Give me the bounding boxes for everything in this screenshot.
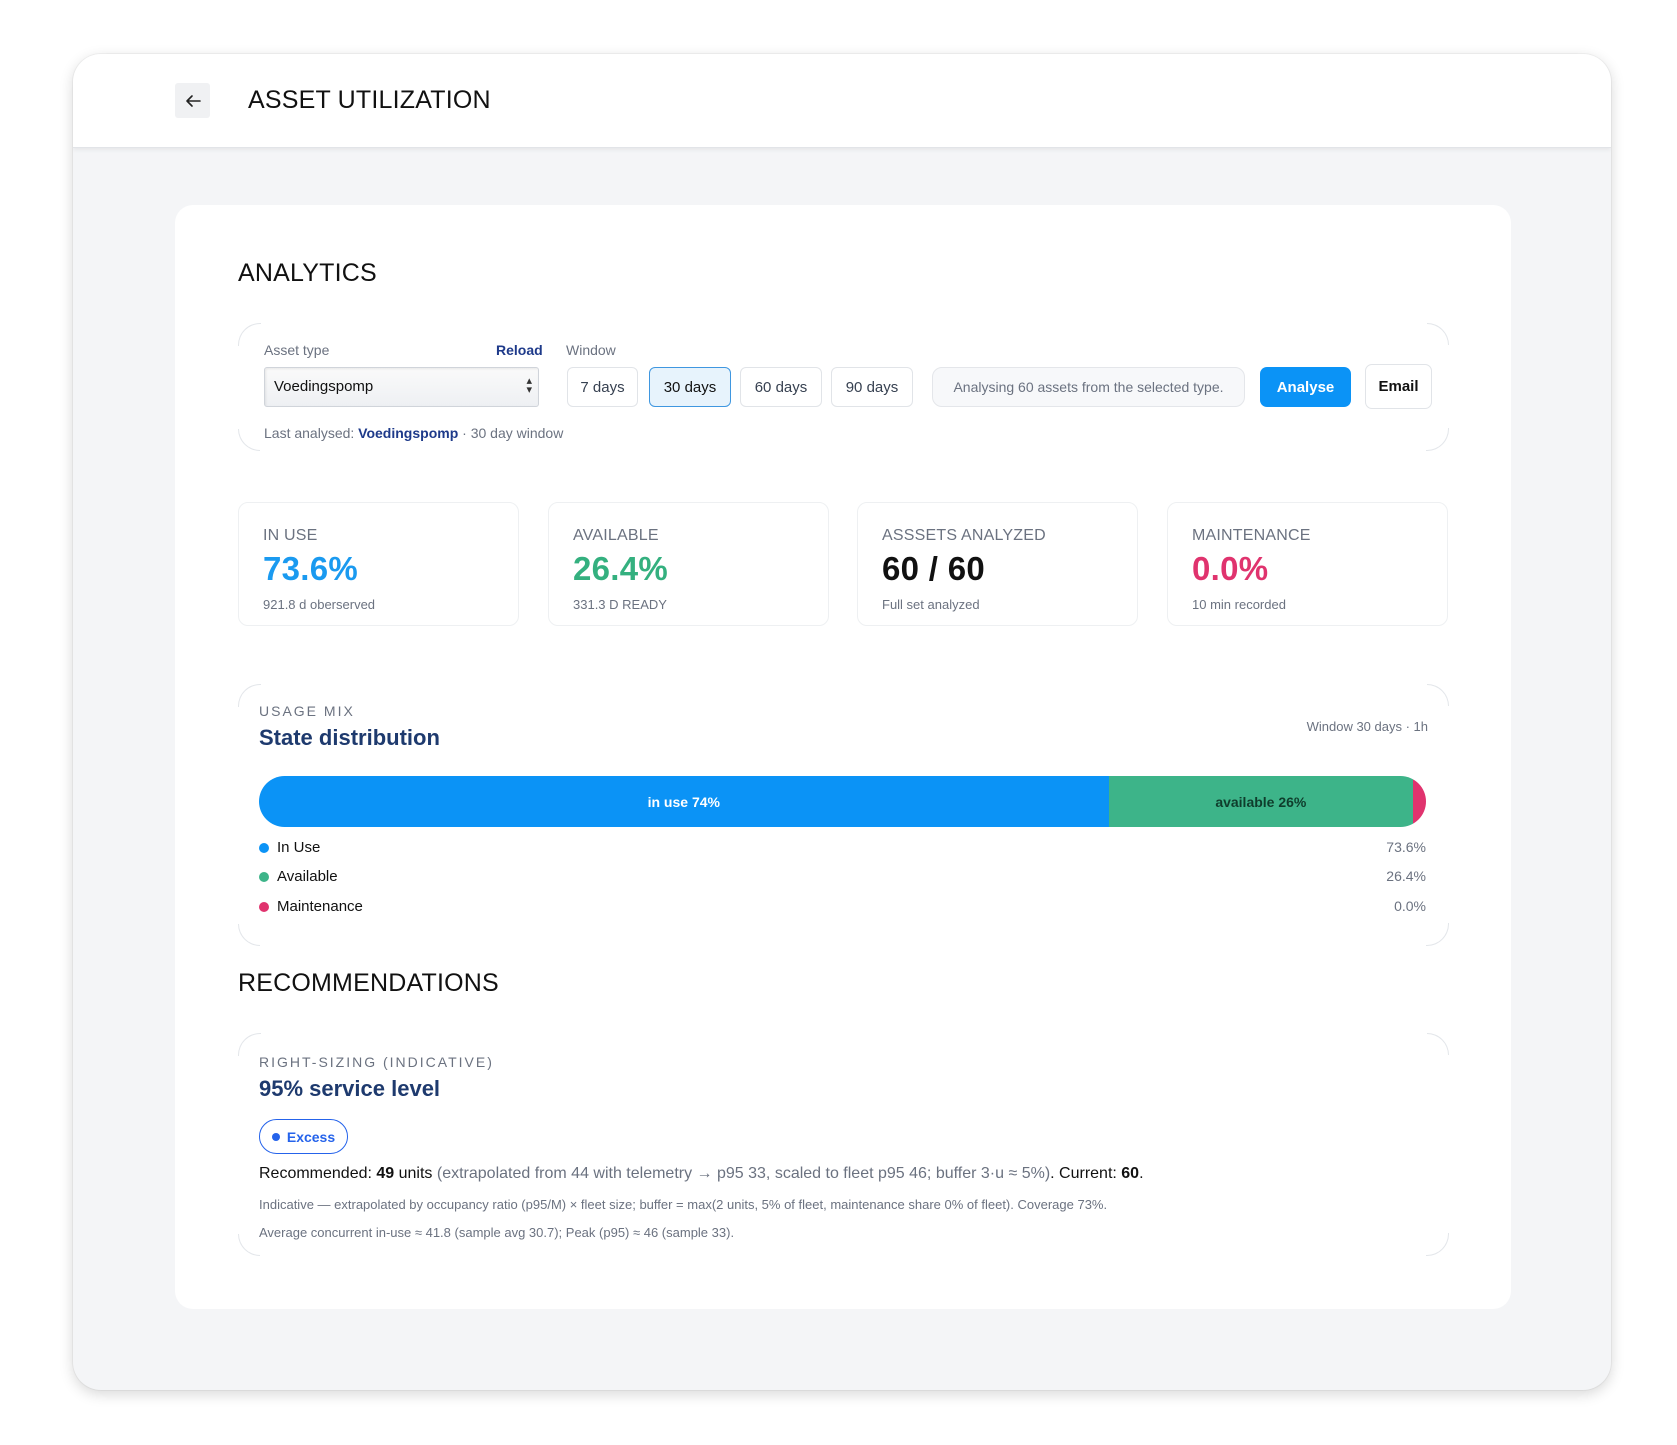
page-title: ASSET UTILIZATION — [248, 86, 491, 114]
window-7-days-button[interactable]: 7 days — [567, 367, 638, 407]
excess-badge: Excess — [259, 1119, 348, 1154]
stat-label: IN USE — [263, 527, 318, 544]
recommendation-note: Indicative — extrapolated by occupancy r… — [259, 1197, 1108, 1212]
asset-type-value: Voedingspomp — [274, 378, 374, 395]
back-button[interactable] — [175, 83, 210, 118]
legend-value: 26.4% — [1386, 868, 1426, 884]
legend-item-available: Available 26.4% — [259, 867, 1426, 887]
legend-label: Available — [277, 868, 338, 885]
window-note: Window 30 days · 1h — [1306, 719, 1428, 734]
stat-assets-analyzed: ASSSETS ANALYZED 60 / 60 Full set analyz… — [857, 502, 1138, 626]
asset-type-label: Asset type — [264, 342, 330, 358]
legend-item-in-use: In Use 73.6% — [259, 838, 1426, 858]
recommendation-card: RIGHT-SIZING (INDICATIVE) 95% service le… — [238, 1033, 1449, 1256]
controls-card: Asset type Reload Voedingspomp ▴ ▾ Window… — [238, 323, 1449, 451]
asset-type-select[interactable]: Voedingspomp ▴ ▾ — [264, 367, 539, 407]
distribution-segment-0: in use 74% — [259, 776, 1109, 827]
analysis-info-pill: Analysing 60 assets from the selected ty… — [932, 367, 1245, 407]
window-30-days-button[interactable]: 30 days — [649, 367, 731, 407]
stat-available: AVAILABLE 26.4% 331.3 D READY — [548, 502, 829, 626]
reload-link[interactable]: Reload — [496, 342, 543, 358]
stat-value: 26.4% — [573, 550, 669, 587]
current-value: 60 — [1121, 1165, 1140, 1182]
distribution-segment-2 — [1413, 776, 1426, 827]
right-sizing-eyebrow: RIGHT-SIZING (INDICATIVE) — [259, 1054, 494, 1070]
legend-label: In Use — [277, 839, 321, 856]
content-panel: ANALYTICS Asset type Reload Voedingspomp… — [175, 205, 1511, 1309]
badge-dot-icon — [271, 1132, 280, 1141]
stat-subtext: 10 min recorded — [1192, 597, 1286, 612]
stat-value: 60 / 60 — [882, 550, 986, 587]
distribution-segment-1: available 26% — [1108, 776, 1414, 827]
usage-mix-card: USAGE MIX State distribution Window 30 d… — [238, 684, 1449, 946]
recommendation-note-averages: Average concurrent in-use ≈ 41.8 (sample… — [259, 1225, 735, 1240]
window-60-days-button[interactable]: 60 days — [740, 367, 822, 407]
legend-dot — [259, 843, 269, 853]
stat-subtext: 331.3 D READY — [573, 597, 667, 612]
stat-in-use: IN USE 73.6% 921.8 d oberserved — [238, 502, 519, 626]
top-bar: ASSET UTILIZATION — [73, 54, 1611, 148]
service-level-heading: 95% service level — [259, 1076, 441, 1101]
stat-subtext: 921.8 d oberserved — [263, 597, 376, 612]
legend-item-maintenance: Maintenance 0.0% — [259, 897, 1426, 917]
stat-label: ASSSETS ANALYZED — [882, 527, 1046, 544]
arrow-left-icon — [185, 94, 201, 107]
recommendations-title: RECOMMENDATIONS — [238, 969, 499, 997]
legend-dot — [259, 872, 269, 882]
stat-value: 73.6% — [263, 550, 359, 587]
stat-maintenance: MAINTENANCE 0.0% 10 min recorded — [1167, 502, 1448, 626]
stat-subtext: Full set analyzed — [882, 597, 980, 612]
usage-mix-eyebrow: USAGE MIX — [259, 703, 355, 719]
app-window: ASSET UTILIZATION ANALYTICS Asset type R… — [73, 54, 1611, 1390]
stat-label: AVAILABLE — [573, 527, 659, 544]
legend-label: Maintenance — [277, 898, 363, 915]
stat-label: MAINTENANCE — [1192, 527, 1311, 544]
recommendation-line: Recommended: 49 units (extrapolated from… — [259, 1165, 1144, 1182]
window-label: Window — [566, 342, 616, 358]
badge-label: Excess — [286, 1128, 336, 1145]
legend-dot — [259, 902, 269, 912]
recommended-value: 49 — [376, 1165, 395, 1182]
analyse-button[interactable]: Analyse — [1260, 367, 1351, 407]
legend-value: 73.6% — [1386, 839, 1426, 855]
state-distribution-bar: in use 74% available 26% — [259, 776, 1426, 827]
select-caret-icon: ▴ ▾ — [526, 375, 532, 396]
email-button[interactable]: Email — [1365, 364, 1432, 409]
stat-value: 0.0% — [1192, 550, 1269, 587]
window-90-days-button[interactable]: 90 days — [831, 367, 913, 407]
legend-value: 0.0% — [1394, 898, 1426, 914]
last-analysed-text: Last analysed: Voedingspomp · 30 day win… — [264, 425, 564, 441]
state-distribution-title: State distribution — [259, 725, 440, 750]
analytics-title: ANALYTICS — [238, 259, 377, 287]
recommendation-detail: (extrapolated from 44 with telemetry → p… — [432, 1165, 1051, 1182]
last-analysed-asset: Voedingspomp — [358, 425, 459, 441]
